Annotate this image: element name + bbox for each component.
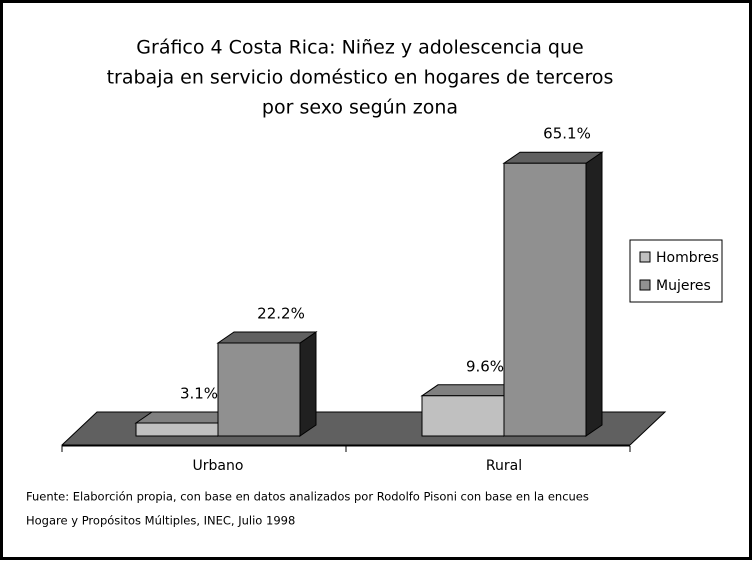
x-tick-label: Urbano	[193, 458, 244, 474]
legend-label: Mujeres	[656, 278, 711, 294]
bar	[216, 331, 318, 437]
value-label: 9.6%	[466, 357, 504, 375]
source-note: Fuente: Elaborción propia, con base en d…	[26, 490, 589, 504]
bar	[502, 151, 604, 437]
x-tick-label: Rural	[486, 458, 522, 474]
chart-title: por sexo según zona	[262, 97, 458, 119]
legend-swatch	[639, 279, 651, 291]
value-label: 22.2%	[257, 304, 305, 322]
bar	[134, 411, 236, 437]
chart-title: trabaja en servicio doméstico en hogares…	[107, 67, 614, 89]
legend	[629, 239, 723, 303]
value-label: 65.1%	[543, 125, 591, 143]
bar-front	[217, 342, 301, 437]
bar-side	[585, 151, 603, 437]
value-label: 3.1%	[180, 385, 218, 403]
chart-title: Gráfico 4 Costa Rica: Niñez y adolescenc…	[136, 37, 583, 59]
bar-front	[135, 422, 219, 437]
bar-top	[216, 331, 318, 344]
bar-front	[503, 162, 587, 437]
bar-front	[421, 395, 505, 437]
bar-top	[502, 151, 604, 164]
bar-side	[299, 331, 317, 437]
source-note: Hogare y Propósitos Múltiples, INEC, Jul…	[26, 514, 295, 528]
legend-label: Hombres	[656, 250, 719, 266]
legend-swatch	[639, 251, 651, 263]
